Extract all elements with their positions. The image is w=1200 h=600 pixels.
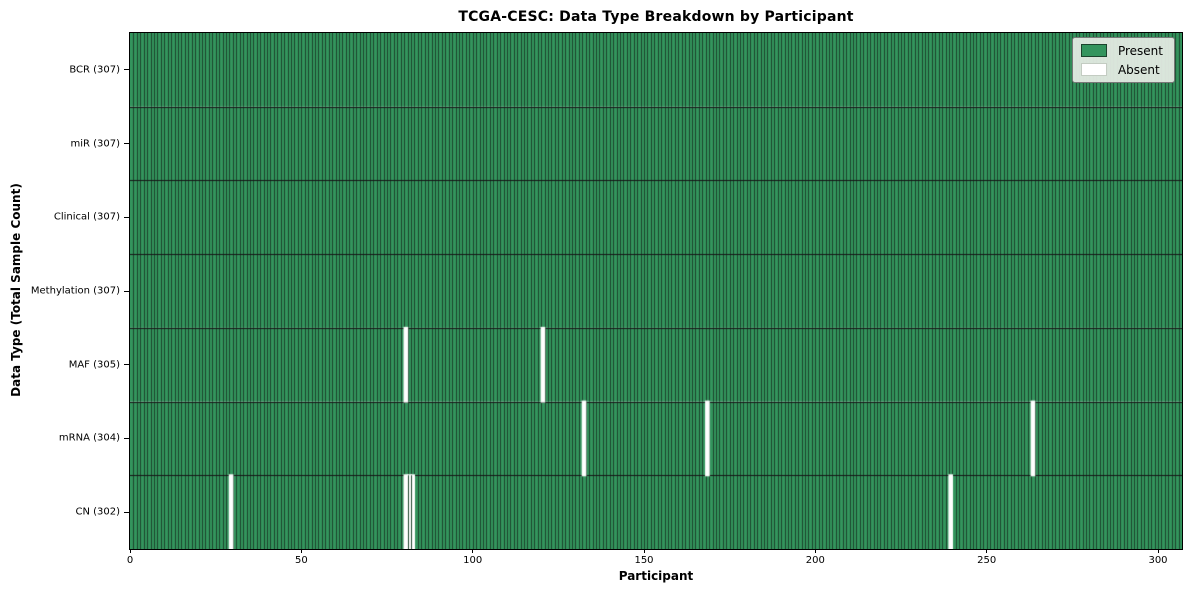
present-swatch-icon <box>1080 44 1107 57</box>
legend-item-present: Present <box>1080 43 1163 58</box>
y-tick-mark <box>124 216 129 218</box>
legend-absent-label: Absent <box>1117 62 1160 77</box>
x-tick-mark <box>129 549 131 553</box>
plot-area: Present Absent <box>129 32 1183 550</box>
x-tick-mark <box>1157 549 1159 553</box>
x-tick-label: 300 <box>1148 555 1168 566</box>
x-tick-label: 0 <box>126 555 134 566</box>
x-tick-label: 50 <box>294 555 308 566</box>
x-tick-label: 150 <box>634 555 654 566</box>
y-tick-label: Methylation (307) <box>30 285 120 297</box>
absent-swatch-icon <box>1080 63 1107 76</box>
x-tick-mark <box>472 549 474 553</box>
y-tick-label: BCR (307) <box>69 64 120 76</box>
x-tick-mark <box>300 549 302 553</box>
x-tick-label: 250 <box>977 555 997 566</box>
x-tick-label: 100 <box>463 555 483 566</box>
y-tick-mark <box>124 290 129 292</box>
x-tick-label: 200 <box>805 555 825 566</box>
y-tick-mark <box>124 511 129 513</box>
legend-item-absent: Absent <box>1080 62 1163 77</box>
y-tick-label: MAF (305) <box>68 359 120 371</box>
x-axis-label: Participant <box>618 569 694 583</box>
y-tick-mark <box>124 437 129 439</box>
chart-title: TCGA-CESC: Data Type Breakdown by Partic… <box>458 9 854 25</box>
legend: Present Absent <box>1071 37 1175 83</box>
legend-present-label: Present <box>1117 43 1163 58</box>
y-tick-mark <box>124 143 129 145</box>
y-tick-mark <box>124 69 129 71</box>
y-tick-label: CN (302) <box>75 506 120 518</box>
x-tick-mark <box>643 549 645 553</box>
y-tick-label: mRNA (304) <box>58 432 120 444</box>
y-tick-label: Clinical (307) <box>53 211 120 223</box>
y-tick-label: miR (307) <box>70 138 120 150</box>
x-tick-mark <box>814 549 816 553</box>
heatmap-canvas <box>130 33 1182 549</box>
x-tick-mark <box>986 549 988 553</box>
y-tick-mark <box>124 364 129 366</box>
